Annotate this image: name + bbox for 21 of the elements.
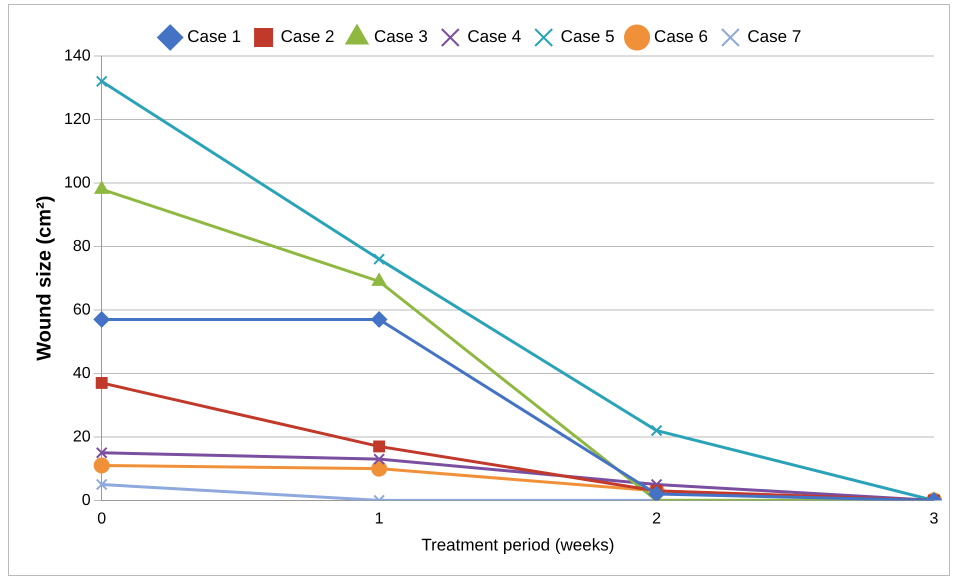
legend-label: Case 7 <box>747 27 802 46</box>
legend-label: Case 6 <box>654 27 708 46</box>
y-tick-label: 20 <box>72 428 91 446</box>
x-tick-label: 3 <box>930 510 939 528</box>
y-tick-label: 100 <box>64 174 91 192</box>
x-tick-label: 0 <box>97 510 106 528</box>
y-tick-label: 0 <box>82 492 91 509</box>
y-tick-label: 140 <box>64 47 91 64</box>
y-tick-label: 120 <box>64 110 91 128</box>
legend-label: Case 4 <box>467 27 522 46</box>
y-tick-label: 40 <box>72 364 91 382</box>
y-tick-label: 80 <box>72 238 91 255</box>
legend-label: Case 2 <box>280 27 334 46</box>
legend-label: Case 3 <box>374 27 428 46</box>
x-axis-title: Treatment period (weeks) <box>421 535 614 554</box>
legend-label: Case 1 <box>187 27 242 46</box>
x-tick-label: 2 <box>652 510 662 528</box>
x-tick-label: 1 <box>374 510 384 528</box>
y-tick-label: 60 <box>72 301 91 318</box>
y-axis-title: Wound size (cm²) <box>34 196 56 361</box>
legend-label: Case 5 <box>560 27 615 46</box>
